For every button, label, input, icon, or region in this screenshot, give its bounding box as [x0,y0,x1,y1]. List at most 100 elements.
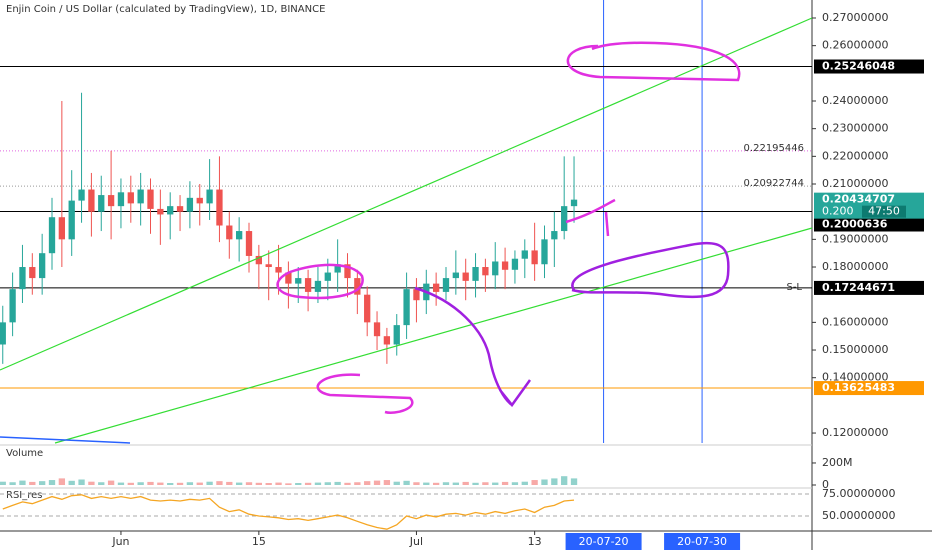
volume-bar [521,481,528,485]
candle-body [551,231,558,240]
x-tick-label: Jun [111,535,129,548]
candle-body [324,272,331,281]
volume-bar [117,482,125,485]
candle-body [521,250,528,259]
volume-tick-label: 200M [822,456,853,469]
volume-bar [413,482,420,485]
chart-title: Enjin Coin / US Dollar (calculated by Tr… [6,4,325,15]
y-tick-label: 0.22000000 [822,149,888,162]
sl-label: S-L [786,282,802,293]
y-tick-label: 0.27000000 [822,11,888,24]
x-tick-label: Jul [409,535,423,548]
level-note: 0.20922744 [744,178,804,189]
drawings [0,17,813,444]
candle-body [58,217,66,240]
volume-bar [235,482,243,485]
volume-bar [373,480,381,485]
volume-bar [137,482,144,485]
y-tick-label: 0.26000000 [822,39,888,52]
candle-body [19,267,26,290]
candle-body [88,189,95,212]
freehand [565,198,616,237]
volume-bar [334,481,341,485]
volume-bar [29,481,36,485]
candle-body [68,200,75,240]
candle-body [0,322,6,345]
candle-body [107,195,115,207]
volume-title: Volume [6,448,43,459]
candle-body [462,272,469,281]
volume-bar [561,476,568,485]
freehand [566,41,741,82]
level-label: 0.2000636 [822,218,888,231]
candle-body [472,267,479,281]
volume-bar [462,481,469,485]
date-marker-box [565,533,642,550]
freehand-arrow [414,286,532,408]
candle-body [117,192,125,207]
volume-bar [206,481,213,485]
candle-body [235,231,243,240]
y-tick-label: 0.12000000 [822,426,888,439]
candle-body [531,250,538,265]
volume-bar [9,482,16,485]
x-tick-label: 13 [528,535,542,548]
volume-bar [147,481,154,485]
volume-bar [393,481,400,485]
volume-bar [265,483,272,485]
volume-bar [324,482,331,485]
candle-body [570,199,578,207]
volume-bar [541,479,548,485]
candle-body [255,255,262,265]
volume-bar [364,481,371,485]
candle-body [48,217,56,254]
candle-body [344,264,351,279]
candle-body [147,189,154,209]
candle-body [511,258,519,270]
volume-tick-label: 0 [822,478,829,491]
volume-bar [432,482,440,485]
date-marker-label: 20-07-20 [579,535,629,548]
trend-line [0,17,813,371]
level-box [814,217,924,232]
candle-body [29,267,36,279]
candle-body [295,278,302,284]
volume-bar [167,483,174,485]
level-box [814,280,924,295]
y-tick-label: 0.18000000 [822,260,888,273]
level-label: 0.13625483 [822,381,895,394]
level-box [814,381,924,396]
volume-bar [285,483,292,485]
candle-body [541,239,548,265]
candle-body [452,272,459,279]
countdown-time-box [862,205,906,218]
candle-body [314,280,322,292]
y-tick-label: 0.19000000 [822,232,888,245]
volume-bar [551,478,558,485]
y-tick-label: 0.24000000 [822,94,888,107]
candle-body [403,289,410,326]
candle-body [492,261,499,276]
volume-bar [245,482,253,485]
countdown-price: 0.200 [822,205,854,218]
candle-body [432,283,440,292]
candle-body [275,267,282,273]
volume-bar [304,482,312,485]
candle-body [9,289,16,323]
volume-bar [275,482,282,485]
candle-body [364,294,371,323]
candle-body [176,206,184,212]
candle-body [413,289,420,301]
volume-bar [19,480,26,485]
candle-body [186,197,194,212]
volume-bar [107,480,115,485]
volume-bar [78,479,85,485]
last-price-box [814,192,924,207]
candle-body [206,189,213,204]
date-marker-box [664,533,741,550]
y-tick-label: 0.15000000 [822,343,888,356]
volume-bar [423,482,430,485]
candle-body [285,272,292,284]
volume-bar [88,481,95,485]
